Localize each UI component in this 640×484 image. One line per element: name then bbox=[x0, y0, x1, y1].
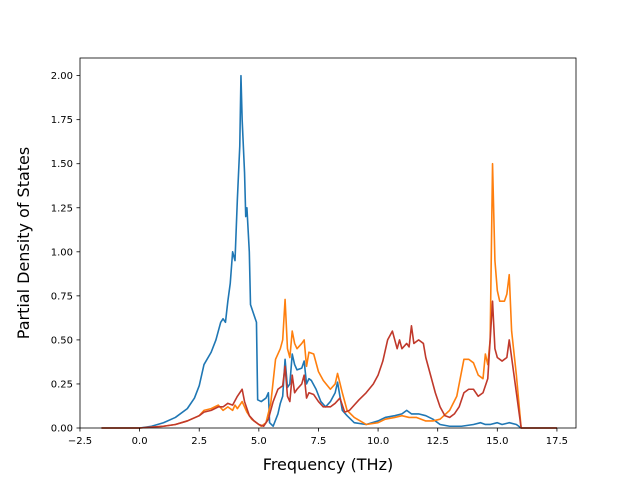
y-tick-label: 0.50 bbox=[51, 335, 73, 346]
y-tick-label: 1.25 bbox=[51, 203, 73, 214]
series-line-2 bbox=[101, 162, 557, 429]
x-tick-label: 17.5 bbox=[546, 436, 568, 447]
x-tick-label: 5.0 bbox=[251, 436, 267, 447]
series-line-3 bbox=[101, 300, 557, 429]
y-tick-label: 1.75 bbox=[51, 115, 73, 126]
y-tick-label: 2.00 bbox=[51, 71, 73, 82]
x-axis: −2.5 0.0 2.5 5.0 7.5 10.0 12.5 15.0 17.5 bbox=[68, 428, 568, 447]
x-tick-label: 2.5 bbox=[191, 436, 207, 447]
y-tick-label: 0.25 bbox=[51, 379, 73, 390]
x-tick-label: 7.5 bbox=[311, 436, 327, 447]
x-tick-label: 0.0 bbox=[132, 436, 148, 447]
y-tick-label: 1.50 bbox=[51, 159, 73, 170]
x-tick-label: 10.0 bbox=[367, 436, 389, 447]
x-tick-label: 12.5 bbox=[427, 436, 449, 447]
y-axis-label: Partial Density of States bbox=[14, 147, 33, 339]
y-axis: 0.00 0.25 0.50 0.75 1.00 1.25 1.50 1.75 2.00 bbox=[51, 71, 80, 435]
y-tick-label: 0.00 bbox=[51, 424, 73, 435]
series-layer bbox=[101, 74, 557, 429]
x-tick-label: −2.5 bbox=[68, 436, 92, 447]
x-tick-label: 15.0 bbox=[486, 436, 508, 447]
plot-frame bbox=[79, 57, 577, 429]
series-line-1 bbox=[101, 74, 557, 429]
y-tick-label: 1.00 bbox=[51, 247, 73, 258]
y-tick-label: 0.75 bbox=[51, 291, 73, 302]
x-axis-label: Frequency (THz) bbox=[263, 455, 393, 474]
